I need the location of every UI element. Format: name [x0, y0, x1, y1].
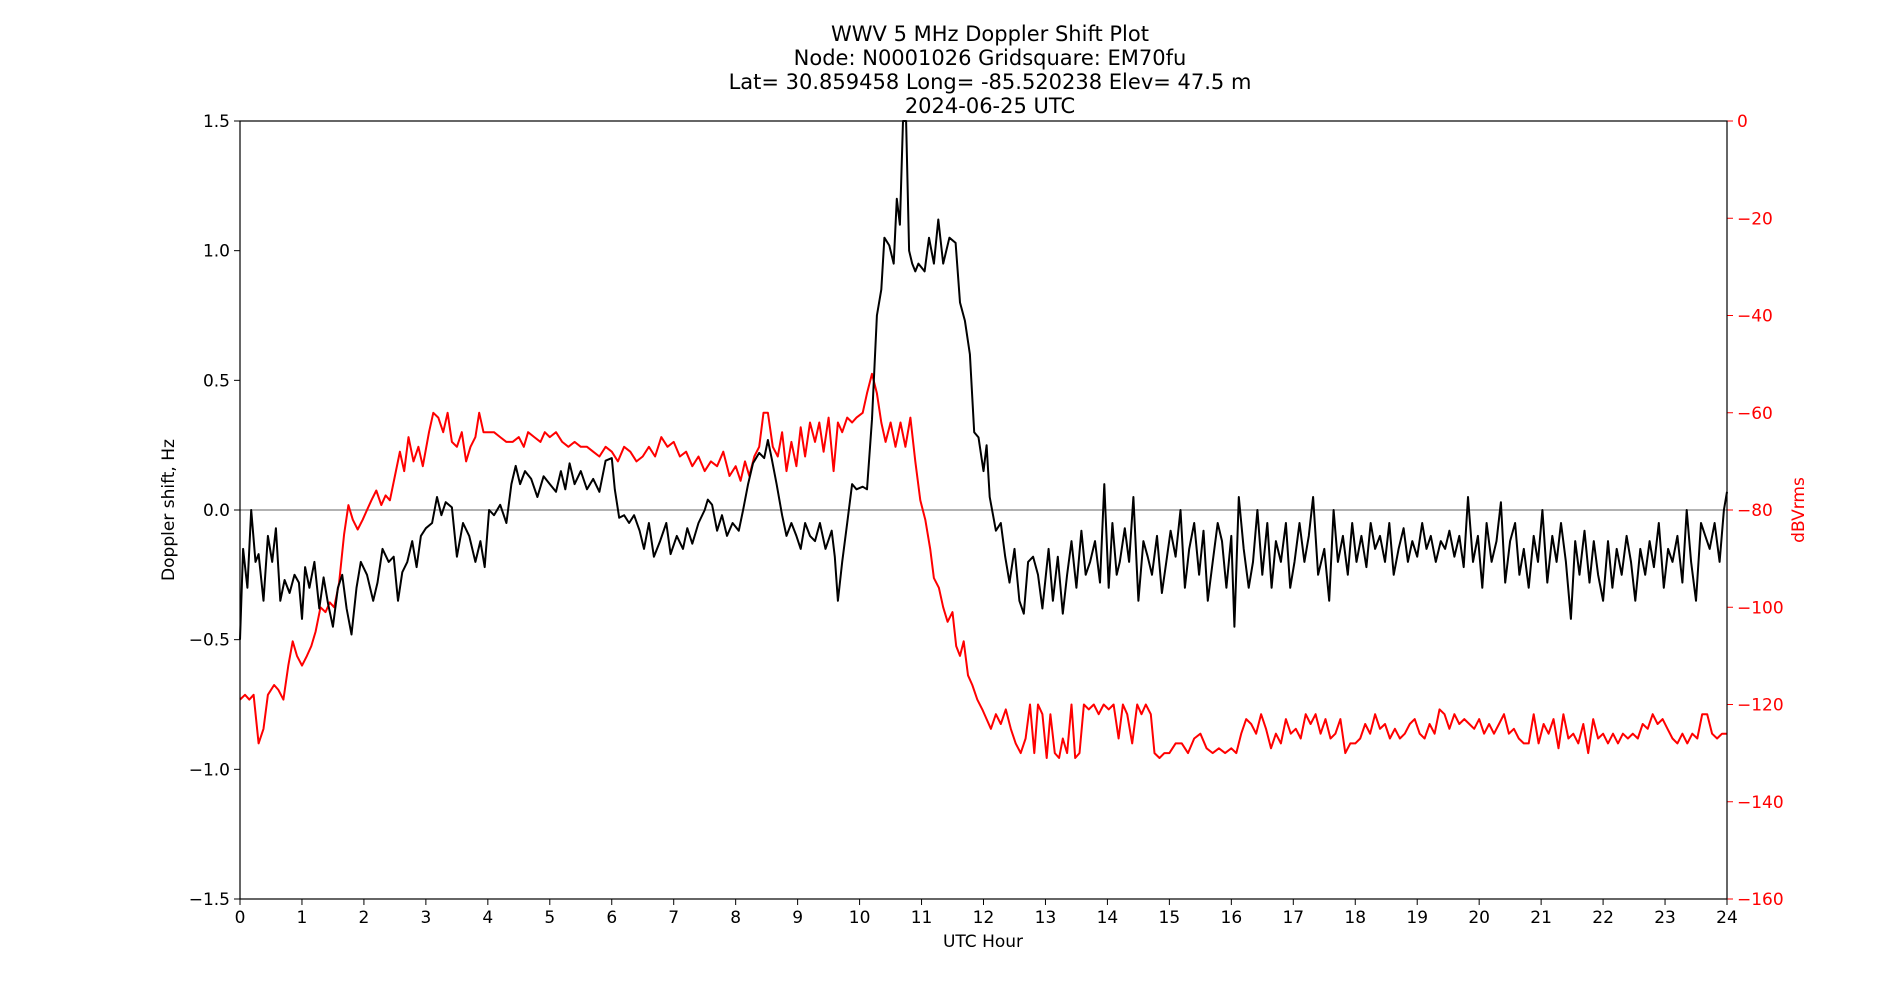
x-tick-label: 2	[359, 908, 370, 928]
x-tick-label: 4	[482, 908, 493, 928]
title-line-2: Node: N0001026 Gridsquare: EM70fu	[794, 46, 1187, 70]
x-tick-label: 13	[1035, 908, 1057, 928]
title-line-3: Lat= 30.859458 Long= -85.520238 Elev= 47…	[729, 70, 1252, 94]
right-y-tick-label: 0	[1737, 112, 1748, 132]
right-y-axis-label: dBVrms	[1789, 477, 1809, 543]
left-y-tick-label: 1.5	[203, 112, 230, 132]
chart-title: WWV 5 MHz Doppler Shift Plot Node: N0001…	[729, 22, 1252, 118]
right-y-tick-label: −100	[1737, 598, 1784, 618]
power-dbvrms-line	[239, 372, 1727, 759]
x-tick-label: 11	[911, 908, 933, 928]
left-y-tick-label: 0.0	[203, 501, 230, 521]
x-tick-label: 24	[1716, 908, 1738, 928]
right-y-tick-label: −160	[1737, 890, 1784, 910]
x-tick-label: 20	[1468, 908, 1490, 928]
right-y-axis-ticks: 0 −20 −40 −60 −80 −100 −120 −140 −160	[1727, 112, 1784, 910]
right-y-tick-label: −20	[1737, 209, 1773, 229]
x-axis-label: UTC Hour	[943, 932, 1023, 952]
right-y-tick-label: −80	[1737, 501, 1773, 521]
left-y-tick-label: −1.5	[189, 890, 230, 910]
left-y-tick-label: 1.0	[203, 242, 230, 262]
left-y-axis-label: Doppler shift, Hz	[159, 439, 179, 581]
x-tick-label: 14	[1097, 908, 1119, 928]
left-y-tick-label: −0.5	[189, 631, 230, 651]
x-tick-label: 23	[1654, 908, 1676, 928]
x-tick-label: 8	[730, 908, 741, 928]
x-tick-label: 9	[792, 908, 803, 928]
x-tick-label: 7	[668, 908, 679, 928]
x-tick-label: 18	[1344, 908, 1366, 928]
right-y-tick-label: −60	[1737, 404, 1773, 424]
x-tick-label: 5	[544, 908, 555, 928]
x-tick-label: 12	[973, 908, 995, 928]
x-axis-ticks: 0 1 2 3 4 5 6 7 8 9 10 11 12 13 14 15 16 17 18 19 20 21 22 23 24	[235, 899, 1738, 928]
right-y-tick-label: −120	[1737, 696, 1784, 716]
x-tick-label: 1	[297, 908, 308, 928]
x-tick-label: 10	[849, 908, 871, 928]
x-tick-label: 21	[1530, 908, 1552, 928]
right-y-tick-label: −40	[1737, 307, 1773, 327]
left-y-tick-label: 0.5	[203, 371, 230, 391]
x-tick-label: 15	[1159, 908, 1181, 928]
x-tick-label: 22	[1592, 908, 1614, 928]
title-line-1: WWV 5 MHz Doppler Shift Plot	[831, 22, 1149, 46]
left-y-axis-ticks: 1.5 1.0 0.5 0.0 −0.5 −1.0 −1.5	[189, 112, 240, 910]
x-tick-label: 16	[1221, 908, 1243, 928]
title-line-4: 2024-06-25 UTC	[905, 94, 1075, 118]
x-tick-label: 19	[1406, 908, 1428, 928]
x-tick-label: 17	[1282, 908, 1304, 928]
left-y-tick-label: −1.0	[189, 760, 230, 780]
plot-frame	[239, 120, 1728, 900]
doppler-shift-line	[239, 120, 1728, 640]
x-tick-label: 3	[420, 908, 431, 928]
series-layer	[239, 120, 1728, 759]
right-y-tick-label: −140	[1737, 793, 1784, 813]
x-tick-label: 6	[606, 908, 617, 928]
x-tick-label: 0	[235, 908, 246, 928]
